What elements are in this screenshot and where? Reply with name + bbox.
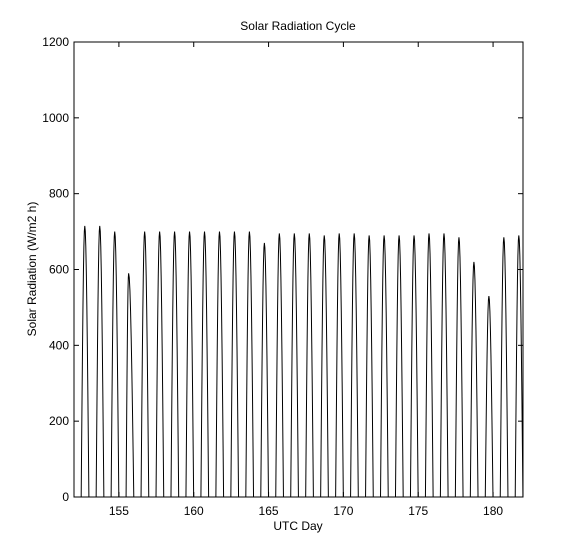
y-tick-label: 1200 <box>42 35 69 49</box>
plot-area: 155 160 165 170 175 180 0 200 400 600 800 1000 1200 <box>42 35 524 518</box>
chart-title: Solar Radiation Cycle <box>240 19 356 33</box>
y-axis-title: Solar Radiation (W/m2 h) <box>25 202 39 337</box>
x-tick-label: 160 <box>184 504 204 518</box>
x-tick-label: 170 <box>333 504 353 518</box>
y-tick-label: 0 <box>62 490 69 504</box>
y-tick-label: 1000 <box>42 111 69 125</box>
x-tick-label: 180 <box>483 504 503 518</box>
x-tick-label: 155 <box>109 504 129 518</box>
y-tick-label: 400 <box>49 338 69 352</box>
x-axis-title: UTC Day <box>273 519 322 533</box>
y-tick-label: 200 <box>49 414 69 428</box>
x-tick-label: 165 <box>259 504 279 518</box>
y-tick-label: 600 <box>49 263 69 277</box>
y-tick-label: 800 <box>49 187 69 201</box>
x-tick-label: 175 <box>408 504 428 518</box>
